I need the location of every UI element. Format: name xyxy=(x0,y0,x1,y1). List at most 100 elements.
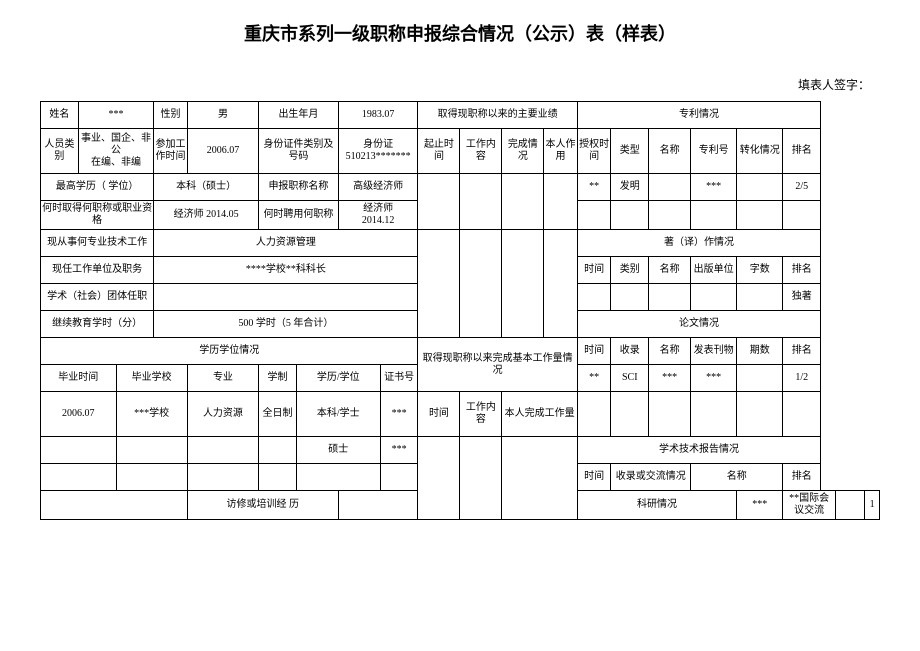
cell-blank xyxy=(691,284,737,311)
unit-label: 现任工作单位及职务 xyxy=(41,257,154,284)
cell-blank xyxy=(380,464,418,491)
cell-blank xyxy=(737,201,783,230)
cell-blank xyxy=(116,464,187,491)
apply-value: 高级经济师 xyxy=(338,174,418,201)
patent-no-label: 专利号 xyxy=(691,129,737,174)
thesis-label: 论文情况 xyxy=(577,311,820,338)
cell-blank xyxy=(296,464,380,491)
work-content-label: 工作内容 xyxy=(460,129,502,174)
system-label: 学制 xyxy=(259,365,297,392)
cell-blank xyxy=(116,437,187,464)
cell-blank xyxy=(691,392,737,437)
grad-time-val: 2006.07 xyxy=(41,392,117,437)
prof-work-label: 现从事何专业技术工作 xyxy=(41,230,154,257)
major-val: 人力资源 xyxy=(187,392,258,437)
cell-blank xyxy=(41,437,117,464)
when-hire-value: 经济师 2014.12 xyxy=(338,201,418,230)
cell-blank xyxy=(544,230,578,338)
cell-blank xyxy=(418,437,460,520)
cell-blank xyxy=(783,201,821,230)
join-value: 2006.07 xyxy=(187,129,258,174)
cell-blank xyxy=(418,230,460,338)
when-title-value: 经济师 2014.05 xyxy=(154,201,259,230)
report-label: 学术技术报告情况 xyxy=(577,437,820,464)
rank-label: 排名 xyxy=(783,464,821,491)
translation-label: 著（译）作情况 xyxy=(577,230,820,257)
name-label: 名称 xyxy=(691,464,783,491)
grad-time-label: 毕业时间 xyxy=(41,365,117,392)
period-label: 起止时间 xyxy=(418,129,460,174)
cell-blank xyxy=(611,201,649,230)
cell-blank xyxy=(502,437,577,520)
self-role-label: 本人作用 xyxy=(544,129,578,174)
cell-blank xyxy=(611,392,649,437)
name-value: *** xyxy=(78,102,154,129)
when-title-label: 何时取得何职称或职业资格 xyxy=(41,201,154,230)
time-label: 时间 xyxy=(577,464,611,491)
rank-label: 排名 xyxy=(783,338,821,365)
cell-blank xyxy=(544,174,578,230)
time-val: *** xyxy=(737,491,783,520)
cell-blank xyxy=(259,437,297,464)
cell-blank xyxy=(460,230,502,338)
when-hire-label: 何时聘用何职称 xyxy=(259,201,339,230)
rank-label: 排名 xyxy=(783,257,821,284)
exchange-val: **国际会议交流 xyxy=(783,491,835,520)
gender-value: 男 xyxy=(187,102,258,129)
completion-label: 完成情况 xyxy=(502,129,544,174)
cell-blank xyxy=(737,284,783,311)
patent-type-val: 发明 xyxy=(611,174,649,201)
unit-value: ****学校**科科长 xyxy=(154,257,418,284)
edu-value: 本科（硕士） xyxy=(154,174,259,201)
category-label: 类别 xyxy=(611,257,649,284)
achievements-label: 取得现职称以来的主要业绩 xyxy=(418,102,577,129)
time-val: ** xyxy=(577,365,611,392)
cert-val: *** xyxy=(380,437,418,464)
name-label: 姓名 xyxy=(41,102,79,129)
self-workload-label: 本人完成工作量 xyxy=(502,392,577,437)
edu-status-label: 学历学位情况 xyxy=(41,338,418,365)
grad-school-label: 毕业学校 xyxy=(116,365,187,392)
time-label: 时间 xyxy=(418,392,460,437)
patent-transfer-val xyxy=(737,174,783,201)
journal-label: 发表刊物 xyxy=(691,338,737,365)
cell-blank xyxy=(41,464,117,491)
name-label: 名称 xyxy=(649,338,691,365)
name-col-label: 名称 xyxy=(649,129,691,174)
cell-blank xyxy=(259,464,297,491)
join-label: 参加工作时间 xyxy=(154,129,188,174)
id-label: 身份证件类别及号码 xyxy=(259,129,339,174)
cell-blank xyxy=(187,437,258,464)
auth-time-val: ** xyxy=(577,174,611,201)
cell-blank xyxy=(737,392,783,437)
system-val: 全日制 xyxy=(259,392,297,437)
cell-blank xyxy=(460,437,502,520)
time-label: 时间 xyxy=(577,338,611,365)
edu-hours-value: 500 学时（5 年合计） xyxy=(154,311,418,338)
auth-time-label: 授权时间 xyxy=(577,129,611,174)
edu-label: 最高学历（ 学位） xyxy=(41,174,154,201)
journal-val: *** xyxy=(691,365,737,392)
cell-blank xyxy=(649,392,691,437)
patent-label: 专利情况 xyxy=(577,102,820,129)
cell-blank xyxy=(611,284,649,311)
prof-work-value: 人力资源管理 xyxy=(154,230,418,257)
cert-val: *** xyxy=(380,392,418,437)
time-label: 时间 xyxy=(577,257,611,284)
cell-blank xyxy=(737,365,783,392)
cell-blank xyxy=(338,491,418,520)
cell-blank xyxy=(577,392,611,437)
rank-val: 1 xyxy=(865,491,880,520)
cert-label: 证书号 xyxy=(380,365,418,392)
cell-blank xyxy=(783,392,821,437)
degree-val: 本科/学士 xyxy=(296,392,380,437)
cell-blank xyxy=(154,284,418,311)
cell-blank xyxy=(649,201,691,230)
transfer-label: 转化情况 xyxy=(737,129,783,174)
cell-blank xyxy=(460,174,502,230)
cell-blank xyxy=(835,491,864,520)
cell-blank xyxy=(418,174,460,230)
birth-label: 出生年月 xyxy=(259,102,339,129)
type-label: 类型 xyxy=(611,129,649,174)
issue-label: 期数 xyxy=(737,338,783,365)
